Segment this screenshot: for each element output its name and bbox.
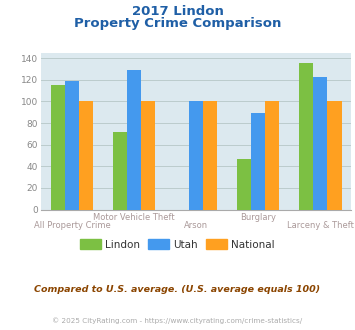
Legend: Lindon, Utah, National: Lindon, Utah, National — [76, 235, 279, 254]
Bar — [113, 132, 127, 210]
Bar — [189, 101, 203, 210]
Bar — [265, 101, 279, 210]
Bar — [65, 81, 79, 210]
Bar — [237, 159, 251, 210]
Text: Motor Vehicle Theft: Motor Vehicle Theft — [93, 213, 175, 222]
Text: 2017 Lindon: 2017 Lindon — [132, 5, 223, 18]
Text: © 2025 CityRating.com - https://www.cityrating.com/crime-statistics/: © 2025 CityRating.com - https://www.city… — [53, 317, 302, 324]
Text: Property Crime Comparison: Property Crime Comparison — [74, 16, 281, 29]
Text: All Property Crime: All Property Crime — [33, 221, 110, 230]
Text: Compared to U.S. average. (U.S. average equals 100): Compared to U.S. average. (U.S. average … — [34, 285, 321, 294]
Bar — [327, 101, 342, 210]
Bar — [51, 85, 65, 210]
Bar — [299, 62, 313, 210]
Bar — [203, 101, 217, 210]
Text: Burglary: Burglary — [240, 213, 276, 222]
Text: Arson: Arson — [184, 221, 208, 230]
Text: Larceny & Theft: Larceny & Theft — [287, 221, 354, 230]
Bar — [79, 101, 93, 210]
Bar — [127, 70, 141, 210]
Bar — [141, 101, 155, 210]
Bar — [313, 77, 327, 210]
Bar — [251, 113, 265, 210]
